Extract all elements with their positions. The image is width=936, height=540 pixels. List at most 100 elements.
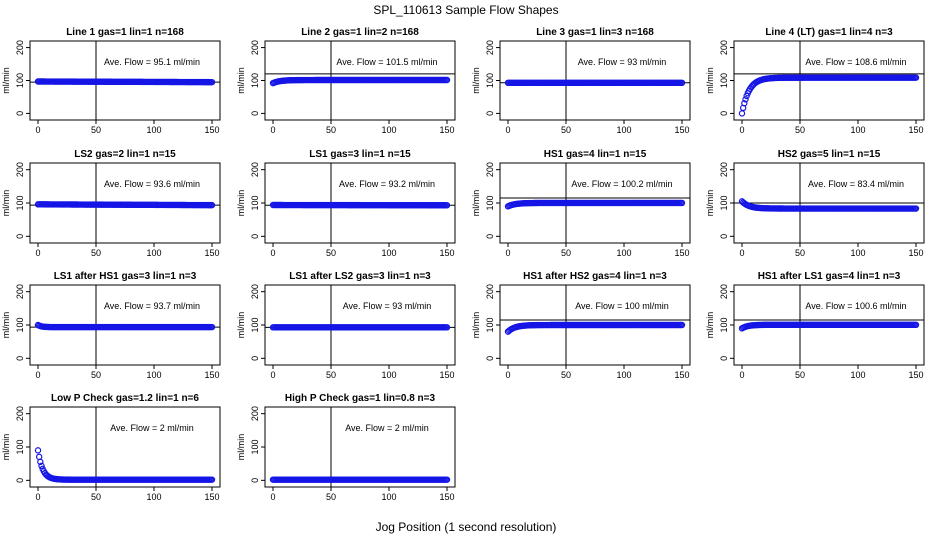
x-tick-label: 50 [326,125,336,135]
y-tick-label: 0 [250,234,260,239]
y-tick-label: 100 [485,317,495,332]
y-axis-label: ml/min [1,67,11,94]
y-tick-label: 100 [15,439,25,454]
flow-data-point [208,78,216,86]
chart-panel: Line 1 gas=1 lin=1 n=168 0 50 100 150 0 100 200… [1,27,221,135]
y-axis-label: ml/min [471,190,481,217]
y-tick-label: 200 [15,40,25,55]
x-tick-label: 0 [739,370,744,380]
average-flow-annotation: Ave. Flow = 108.6 ml/min [805,57,906,67]
x-tick-label: 0 [35,492,40,502]
x-tick-label: 150 [674,370,689,380]
y-tick-label: 100 [250,195,260,210]
average-flow-annotation: Ave. Flow = 83.4 ml/min [808,179,904,189]
chart-panel: HS1 after HS2 gas=4 lin=1 n=3 0 50 100 150 0 1… [471,271,691,380]
chart-panel: Line 3 gas=1 lin=3 n=168 0 50 100 150 0 100 200… [471,27,691,135]
y-tick-label: 100 [719,195,729,210]
x-tick-label: 100 [381,248,396,258]
y-axis-label: ml/min [1,312,11,339]
x-tick-label: 50 [561,370,571,380]
x-tick-label: 50 [91,492,101,502]
x-tick-label: 50 [91,370,101,380]
panel-title: High P Check gas=1 lin=0.8 n=3 [285,393,436,404]
y-tick-label: 100 [15,195,25,210]
y-tick-label: 0 [250,356,260,361]
x-tick-label: 100 [146,125,161,135]
average-flow-annotation: Ave. Flow = 100.6 ml/min [805,301,906,311]
x-tick-label: 0 [270,248,275,258]
panel-title: HS1 after LS1 gas=4 lin=1 n=3 [758,271,901,282]
panel-title: Line 3 gas=1 lin=3 n=168 [536,27,654,38]
x-tick-label: 0 [739,125,744,135]
chart-panel: LS1 gas=3 lin=1 n=15 0 50 100 150 0 100 200 ml/m… [236,149,456,258]
flow-data-point [443,76,451,84]
flow-data-point [38,462,45,470]
flow-data-point [208,323,216,331]
x-tick-label: 0 [35,370,40,380]
y-tick-label: 200 [719,284,729,299]
flow-data-point [37,458,44,466]
chart-panel: HS1 after LS1 gas=4 lin=1 n=3 0 50 100 150 0 1… [705,271,925,380]
flow-data-point [912,74,920,81]
y-tick-label: 0 [485,111,495,116]
x-tick-label: 100 [381,125,396,135]
y-tick-label: 200 [485,162,495,177]
x-tick-label: 150 [439,125,454,135]
panel-title: HS2 gas=5 lin=1 n=15 [778,149,881,160]
panel-title: LS1 gas=3 lin=1 n=15 [309,149,411,160]
y-tick-label: 0 [719,111,729,116]
plot-frame [29,406,221,488]
x-tick-label: 150 [204,492,219,502]
y-tick-label: 200 [15,162,25,177]
y-tick-label: 200 [250,406,260,421]
x-tick-label: 100 [146,248,161,258]
x-tick-label: 100 [146,370,161,380]
average-flow-annotation: Ave. Flow = 93 ml/min [578,57,667,67]
average-flow-annotation: Ave. Flow = 93.6 ml/min [104,179,200,189]
x-tick-label: 100 [381,492,396,502]
x-tick-label: 50 [561,125,571,135]
flow-data-point [34,447,42,454]
y-tick-label: 0 [250,111,260,116]
figure-xlabel: Jog Position (1 second resolution) [376,520,557,534]
y-tick-label: 0 [15,478,25,483]
y-axis-label: ml/min [236,67,246,94]
y-axis-label: ml/min [705,312,715,339]
chart-panel: Line 2 gas=1 lin=2 n=168 0 50 100 150 0 100 200… [236,27,456,135]
y-tick-label: 200 [15,284,25,299]
x-tick-label: 50 [561,248,571,258]
x-tick-label: 150 [439,248,454,258]
average-flow-annotation: Ave. Flow = 100 ml/min [575,301,669,311]
flow-data-point [208,476,216,483]
panel-title: Line 2 gas=1 lin=2 n=168 [301,27,419,38]
y-tick-label: 100 [719,73,729,88]
x-tick-label: 150 [908,125,923,135]
x-tick-label: 50 [326,492,336,502]
y-tick-label: 100 [485,73,495,88]
x-tick-label: 100 [146,492,161,502]
y-tick-label: 0 [15,111,25,116]
x-tick-label: 50 [91,248,101,258]
x-tick-label: 150 [908,248,923,258]
x-tick-label: 0 [35,248,40,258]
flow-data-point [912,321,920,328]
panel-title: LS2 gas=2 lin=1 n=15 [74,149,176,160]
y-tick-label: 100 [250,317,260,332]
flow-data-point [678,79,686,87]
chart-panel: LS1 after LS2 gas=3 lin=1 n=3 0 50 100 150 0 1… [236,271,456,380]
flow-data-point [208,201,216,209]
y-tick-label: 200 [485,284,495,299]
x-tick-label: 0 [35,125,40,135]
y-tick-label: 200 [719,40,729,55]
y-tick-label: 0 [485,234,495,239]
y-axis-label: ml/min [705,67,715,94]
flow-data-point [678,321,686,329]
y-tick-label: 0 [250,478,260,483]
y-tick-label: 200 [250,284,260,299]
average-flow-annotation: Ave. Flow = 2 ml/min [110,423,194,433]
x-tick-label: 50 [795,248,805,258]
x-tick-label: 100 [616,370,631,380]
chart-panel: HS2 gas=5 lin=1 n=15 0 50 100 150 0 100 200 ml/m… [705,149,925,258]
x-tick-label: 50 [795,370,805,380]
x-tick-label: 0 [505,125,510,135]
